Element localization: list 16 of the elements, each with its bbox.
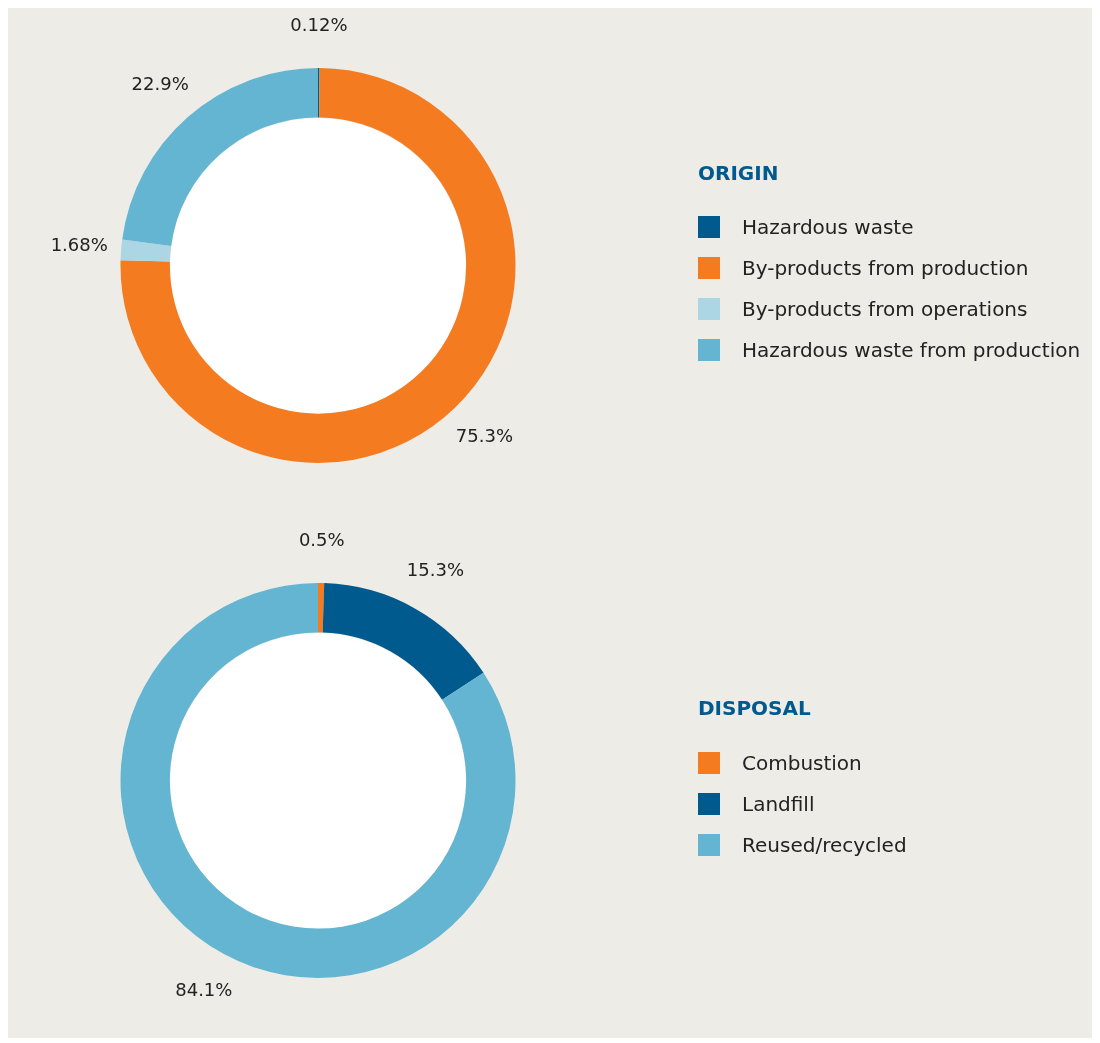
legend-label: Reused/recycled <box>742 832 907 857</box>
legend-title: DISPOSAL <box>698 696 812 720</box>
data-label: 0.5% <box>298 528 345 550</box>
data-label: 15.3% <box>406 559 465 581</box>
legend-title: ORIGIN <box>698 160 780 185</box>
data-label: 1.68% <box>50 234 108 256</box>
legend-label: By-products from operations <box>742 297 1028 321</box>
data-label: 0.12% <box>290 13 348 35</box>
data-label: 75.3% <box>455 425 514 447</box>
legend-label: Hazardous waste from production <box>742 338 1081 362</box>
legend-label: By-products from production <box>742 256 1029 280</box>
legend-label: Combustion <box>742 750 862 775</box>
data-label: 84.1% <box>175 978 233 1000</box>
data-label: 22.9% <box>131 73 189 95</box>
legend-label: Hazardous waste <box>742 215 914 239</box>
legend-label: Landfill <box>742 791 815 816</box>
